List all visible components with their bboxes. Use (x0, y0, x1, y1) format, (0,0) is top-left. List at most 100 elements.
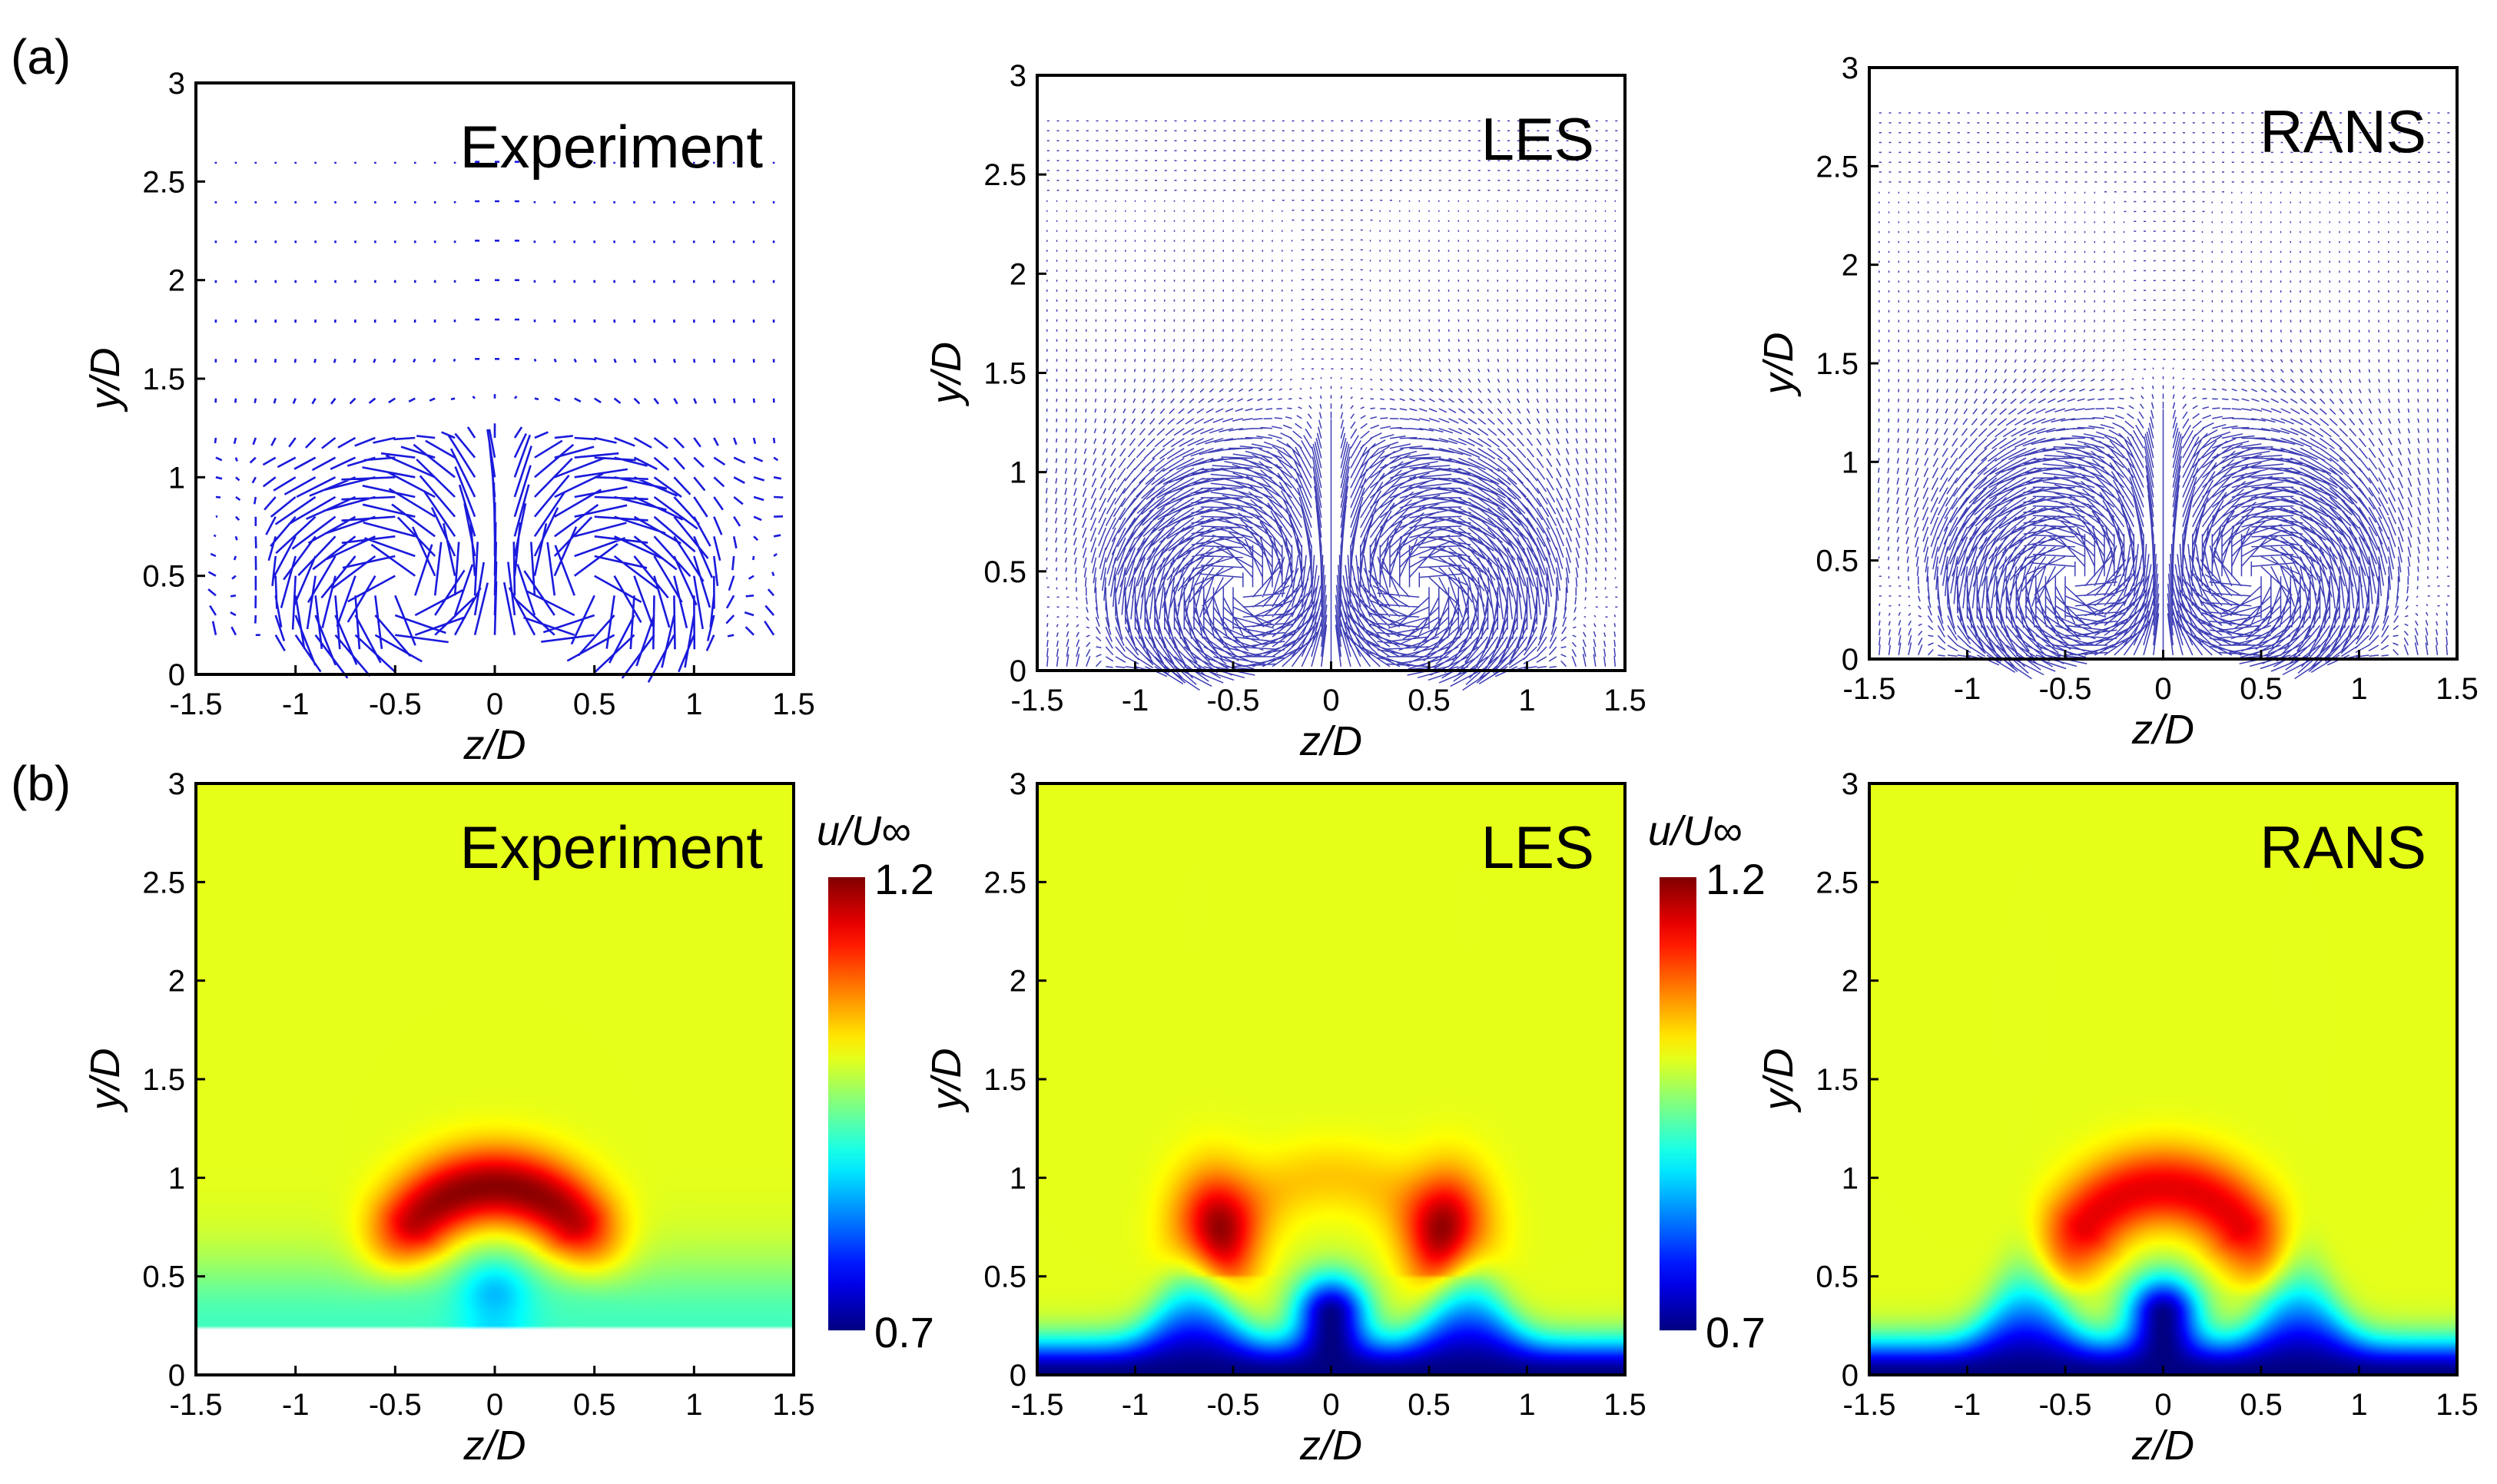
colorbar-max-label: 1.2 (874, 855, 934, 903)
plot-title: RANS (2260, 813, 2426, 881)
plot-title: LES (1481, 813, 1594, 881)
x-tick-label: -1.5 (1011, 684, 1064, 717)
y-tick-label: 1 (1842, 446, 1859, 479)
x-tick-label: -1 (1954, 1388, 1981, 1422)
y-tick-label: 0 (1010, 1359, 1026, 1393)
x-tick-label: -0.5 (2039, 672, 2092, 706)
x-tick-label: -1.5 (170, 1388, 223, 1422)
y-tick-label: 0.5 (1816, 1260, 1859, 1294)
x-tick-label: 1 (685, 687, 702, 721)
plot-title: Experiment (460, 813, 764, 881)
vector-plot-experiment: -1.5 -1 -0.5 0 0.5 1 1.5 0 0.5 1 1.5 2 2.5 3 z/D y/D Exp… (82, 67, 815, 768)
plot-title: RANS (2260, 98, 2426, 165)
x-tick-label: -1.5 (170, 687, 223, 721)
x-tick-label: 1 (685, 1388, 702, 1422)
colorbar-gradient (1660, 877, 1696, 1330)
velocity-vectors (207, 161, 784, 683)
x-tick-label: -0.5 (2039, 1388, 2092, 1422)
y-axis-label: y/D (82, 1048, 128, 1114)
y-tick-label: 2.5 (142, 165, 185, 199)
y-tick-label: 1 (168, 1161, 185, 1195)
x-tick-label: 1.5 (772, 687, 815, 721)
x-tick-label: 0 (1322, 684, 1339, 717)
colorbar-min-label: 0.7 (1706, 1308, 1766, 1356)
x-tick-label: 1.5 (2436, 1388, 2479, 1422)
y-tick-label: 0 (168, 658, 185, 692)
x-tick-label: -1.5 (1843, 672, 1896, 706)
x-tick-label: 1.5 (772, 1388, 815, 1422)
colorbar-max-label: 1.2 (1706, 855, 1766, 903)
colorbar-gradient (828, 877, 865, 1330)
contour-plot-rans: -1.5 -1 -0.5 0 0.5 1 1.5 0 0.5 1 1.5 2 2.5 3 z/D y/D RAN… (1756, 767, 2479, 1469)
y-tick-label: 0 (168, 1359, 185, 1393)
y-axis-label: y/D (82, 348, 128, 413)
y-axis-label: y/D (1756, 1048, 1802, 1114)
y-tick-label: 0.5 (983, 555, 1026, 589)
y-tick-label: 1 (1842, 1161, 1859, 1195)
x-tick-label: 1.5 (2436, 672, 2479, 706)
x-tick-label: -1.5 (1843, 1388, 1896, 1422)
y-tick-label: 2 (168, 965, 185, 999)
x-axis-label: z/D (463, 1423, 526, 1469)
x-axis-label: z/D (2131, 707, 2194, 753)
y-tick-label: 0.5 (983, 1260, 1026, 1294)
x-tick-label: -1 (1122, 1388, 1149, 1422)
plot-title: Experiment (460, 113, 764, 181)
y-tick-label: 1.5 (1816, 347, 1859, 381)
y-tick-label: 3 (1842, 767, 1859, 801)
y-tick-label: 2.5 (983, 158, 1026, 192)
y-tick-label: 1 (1010, 456, 1026, 490)
y-tick-label: 1.5 (142, 1063, 185, 1097)
y-axis-label: y/D (924, 1048, 970, 1114)
y-tick-label: 1 (1010, 1161, 1026, 1195)
vector-plot-rans: -1.5 -1 -0.5 0 0.5 1 1.5 0 0.5 1 1.5 2 2.5 3 z/D y/D RAN… (1756, 51, 2479, 753)
x-tick-label: -1.5 (1011, 1388, 1064, 1422)
x-tick-label: 0.5 (2240, 1388, 2283, 1422)
panel-label-a: (a) (11, 29, 71, 84)
x-tick-label: 1 (1518, 684, 1535, 717)
y-tick-label: 1.5 (983, 1063, 1026, 1097)
y-tick-label: 2.5 (1816, 866, 1859, 899)
velocity-contour-field (1037, 783, 1625, 1375)
contour-plot-experiment: -1.5 -1 -0.5 0 0.5 1 1.5 0 0.5 1 1.5 2 2.5 3 z/D y/D Exp… (82, 767, 815, 1469)
x-tick-label: 0 (2154, 672, 2171, 706)
y-tick-label: 1 (168, 461, 185, 495)
x-tick-label: 0 (2154, 1388, 2171, 1422)
x-axis-label: z/D (1299, 718, 1362, 764)
x-tick-label: 0 (486, 687, 503, 721)
y-tick-label: 1.5 (142, 363, 185, 396)
y-tick-label: 0 (1010, 654, 1026, 688)
y-tick-label: 3 (1842, 51, 1859, 85)
x-tick-label: 0.5 (1408, 684, 1451, 717)
colorbar-label: u/U∞ (1648, 808, 1743, 854)
x-tick-label: 0.5 (2240, 672, 2283, 706)
y-tick-label: 3 (168, 67, 185, 101)
y-tick-label: 2 (168, 264, 185, 298)
x-tick-label: 0 (1322, 1388, 1339, 1422)
x-axis-label: z/D (463, 722, 526, 768)
x-tick-label: -0.5 (1207, 684, 1260, 717)
x-tick-label: 1 (2350, 1388, 2367, 1422)
y-tick-label: 2.5 (142, 866, 185, 899)
x-tick-label: 1.5 (1603, 684, 1646, 717)
velocity-contour-field (1869, 783, 2457, 1375)
colorbar-label: u/U∞ (817, 808, 911, 854)
x-tick-label: -1 (1122, 684, 1149, 717)
y-tick-label: 3 (1010, 59, 1026, 93)
x-tick-label: -1 (1954, 672, 1981, 706)
y-tick-label: 3 (1010, 767, 1026, 801)
velocity-vectors (1045, 120, 1618, 691)
x-tick-label: 0 (486, 1388, 503, 1422)
y-tick-label: 3 (168, 767, 185, 801)
x-tick-label: -1 (282, 1388, 310, 1422)
contour-plot-les: -1.5 -1 -0.5 0 0.5 1 1.5 0 0.5 1 1.5 2 2.5 3 z/D y/D LES (924, 767, 1646, 1469)
velocity-contour-field (196, 783, 794, 1375)
x-tick-label: -1 (282, 687, 310, 721)
y-tick-label: 0.5 (1816, 545, 1859, 578)
y-tick-label: 0 (1842, 643, 1859, 677)
y-tick-label: 0.5 (142, 1260, 185, 1294)
x-tick-label: 0.5 (573, 687, 616, 721)
colorbar-min-label: 0.7 (874, 1308, 934, 1356)
y-tick-label: 2.5 (983, 866, 1026, 899)
